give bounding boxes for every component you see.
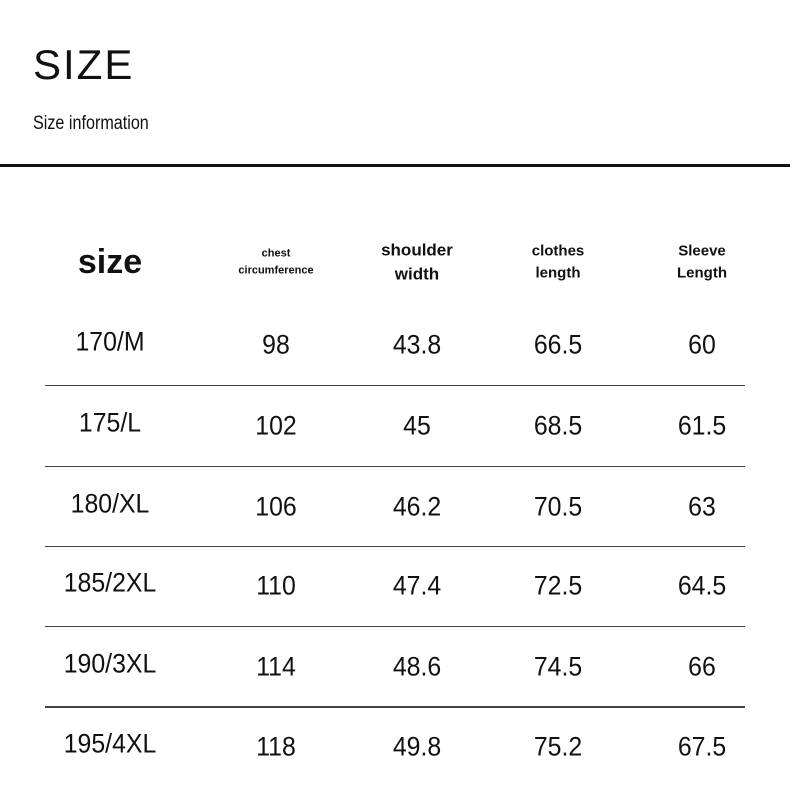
table-cell: 48.6 (392, 651, 442, 682)
table-cell: 98 (262, 329, 290, 360)
table-cell: 70.5 (533, 491, 583, 522)
row-label: 175/L (78, 407, 142, 438)
row-label: 190/3XL (63, 648, 157, 679)
column-header: Sleeve (678, 242, 726, 260)
row-separator (45, 545, 745, 547)
table-cell: 75.2 (533, 731, 583, 762)
table-cell: 68.5 (533, 410, 583, 441)
divider (0, 164, 790, 167)
table-cell: 60 (688, 329, 716, 360)
table-cell: 63 (688, 491, 716, 522)
table-cell: 45 (403, 410, 431, 441)
row-separator (45, 384, 745, 386)
column-header: chest (261, 247, 291, 259)
row-separator (45, 465, 745, 467)
table-cell: 114 (256, 651, 296, 682)
column-header: width (394, 264, 440, 284)
row-separator (45, 625, 745, 627)
table-cell: 110 (256, 570, 296, 601)
row-label: 170/M (75, 326, 145, 357)
row-label: 180/XL (70, 488, 150, 519)
table-cell: 61.5 (677, 410, 727, 441)
column-header: shoulder (381, 240, 453, 260)
table-cell: 47.4 (392, 570, 442, 601)
row-label: 195/4XL (63, 728, 157, 759)
page-title: SIZE (33, 41, 135, 88)
column-header: Length (677, 264, 727, 282)
column-header: clothes (531, 242, 585, 260)
table-cell: 64.5 (677, 570, 727, 601)
table-cell: 67.5 (677, 731, 727, 762)
page-subtitle: Size information (33, 113, 149, 134)
column-header: length (535, 264, 581, 282)
table-cell: 118 (256, 731, 296, 762)
table-cell: 74.5 (533, 651, 583, 682)
row-separator (45, 706, 745, 708)
table-cell: 102 (255, 410, 297, 441)
table-cell: 66 (688, 651, 716, 682)
column-header: size (77, 243, 143, 281)
table-cell: 72.5 (533, 570, 583, 601)
table-cell: 106 (255, 491, 297, 522)
table-cell: 46.2 (392, 491, 442, 522)
table-cell: 49.8 (392, 731, 442, 762)
table-cell: 43.8 (392, 329, 442, 360)
column-header: circumference (238, 264, 314, 276)
table-cell: 66.5 (533, 329, 583, 360)
row-label: 185/2XL (63, 567, 157, 598)
